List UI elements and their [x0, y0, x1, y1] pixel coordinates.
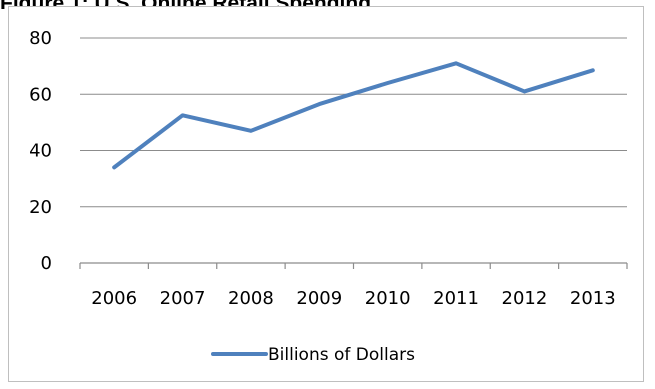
data-point-2007 — [181, 113, 185, 117]
data-point-2006 — [112, 165, 116, 169]
data-point-2010 — [386, 81, 390, 85]
axes: 0 20 40 60 80 2006 2007 2008 2009 2010 2011 2012 201… — [29, 28, 628, 309]
y-tick-label-20: 20 — [29, 197, 52, 218]
data-point-2011 — [454, 61, 458, 65]
legend-label-0: Billions of Dollars — [268, 345, 415, 365]
series-layer — [112, 61, 595, 170]
x-tick-label-2013: 2013 — [570, 288, 616, 309]
chart-frame — [8, 6, 644, 382]
x-tick-label-2011: 2011 — [433, 288, 479, 309]
x-tick-label-2010: 2010 — [365, 288, 411, 309]
x-tick-label-2008: 2008 — [228, 288, 274, 309]
legend: Billions of Dollars — [211, 345, 415, 365]
data-point-2012 — [522, 89, 526, 93]
x-tick-label-2006: 2006 — [91, 288, 137, 309]
y-tick-label-80: 80 — [29, 28, 52, 49]
series-line-0 — [112, 61, 595, 170]
data-point-2013 — [591, 68, 595, 72]
data-point-2009 — [317, 102, 321, 106]
x-tick-label-2009: 2009 — [296, 288, 342, 309]
gridlines — [80, 37, 627, 208]
x-tick-label-2007: 2007 — [160, 288, 206, 309]
x-tick-label-2012: 2012 — [502, 288, 548, 309]
y-tick-label-40: 40 — [29, 141, 52, 162]
data-point-2008 — [249, 129, 253, 133]
page-title: Figure 1: U.S. Online Retail Spending — [0, 0, 655, 9]
y-tick-label-60: 60 — [29, 84, 52, 105]
y-tick-label-0: 0 — [41, 253, 52, 274]
